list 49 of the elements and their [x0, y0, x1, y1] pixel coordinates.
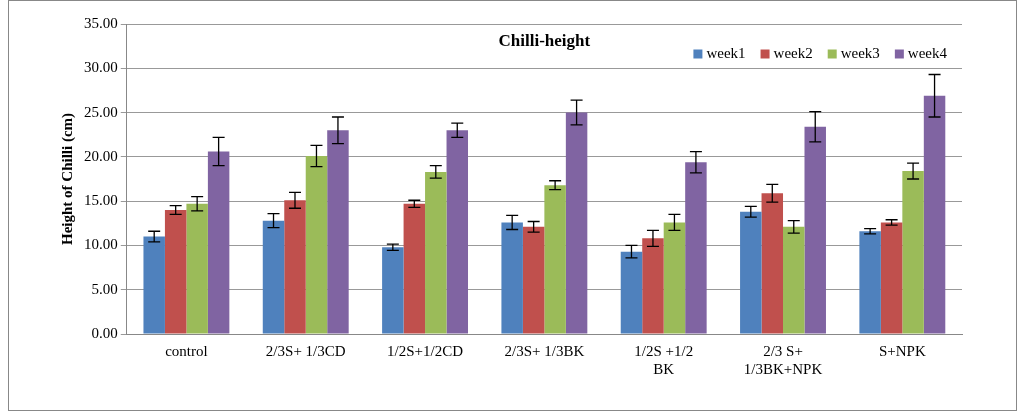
y-tick-label: 35.00	[84, 14, 118, 31]
x-tick-label: 2/3S+ 1/3CD	[265, 342, 346, 359]
bar	[382, 247, 404, 334]
y-tick-label: 20.00	[84, 147, 118, 164]
bar	[305, 155, 328, 334]
x-tick-label: 2/3 S+ 1/3BK+NPK	[743, 342, 823, 377]
bar	[923, 95, 946, 334]
y-tick-label: 5.00	[91, 280, 118, 297]
bar	[642, 238, 664, 334]
bar	[783, 226, 805, 334]
y-tick-label: 10.00	[84, 236, 118, 253]
bar	[740, 211, 762, 334]
x-tick-label: control	[165, 342, 208, 359]
x-tick-label: 1/2S +1/2 BK	[634, 342, 694, 377]
bar	[902, 171, 924, 334]
bar	[262, 220, 285, 334]
chart-title: Chilli-height	[498, 31, 591, 51]
x-tick-label: 2/3S+ 1/3BK	[504, 342, 585, 359]
legend-label: week1	[706, 44, 746, 61]
bar	[804, 126, 826, 334]
y-tick-label: 15.00	[84, 192, 118, 209]
bar	[663, 222, 686, 334]
bar	[859, 231, 881, 334]
bar	[207, 151, 230, 334]
bar	[143, 236, 165, 334]
bar	[544, 185, 566, 334]
bar	[425, 171, 447, 334]
legend-label: week4	[907, 44, 948, 61]
bar	[186, 203, 208, 334]
bar	[565, 112, 588, 334]
y-tick-label: 25.00	[84, 103, 118, 120]
bar	[164, 210, 187, 334]
bar	[880, 222, 903, 334]
bar	[501, 222, 523, 334]
bar	[761, 193, 784, 334]
bar	[403, 203, 426, 334]
bar	[327, 130, 349, 334]
bar	[620, 251, 643, 334]
bar	[522, 226, 545, 334]
y-tick-label: 0.00	[91, 324, 118, 341]
x-tick-label: S+NPK	[878, 342, 926, 359]
legend-label: week2	[773, 44, 813, 61]
bar	[446, 130, 469, 334]
legend-label: week3	[840, 44, 880, 61]
bar	[284, 200, 306, 334]
y-axis-title: Height of Chilli (cm)	[58, 112, 76, 246]
y-tick-label: 30.00	[84, 59, 118, 76]
x-tick-label: 1/2S+1/2CD	[387, 342, 464, 359]
bar	[685, 162, 707, 334]
